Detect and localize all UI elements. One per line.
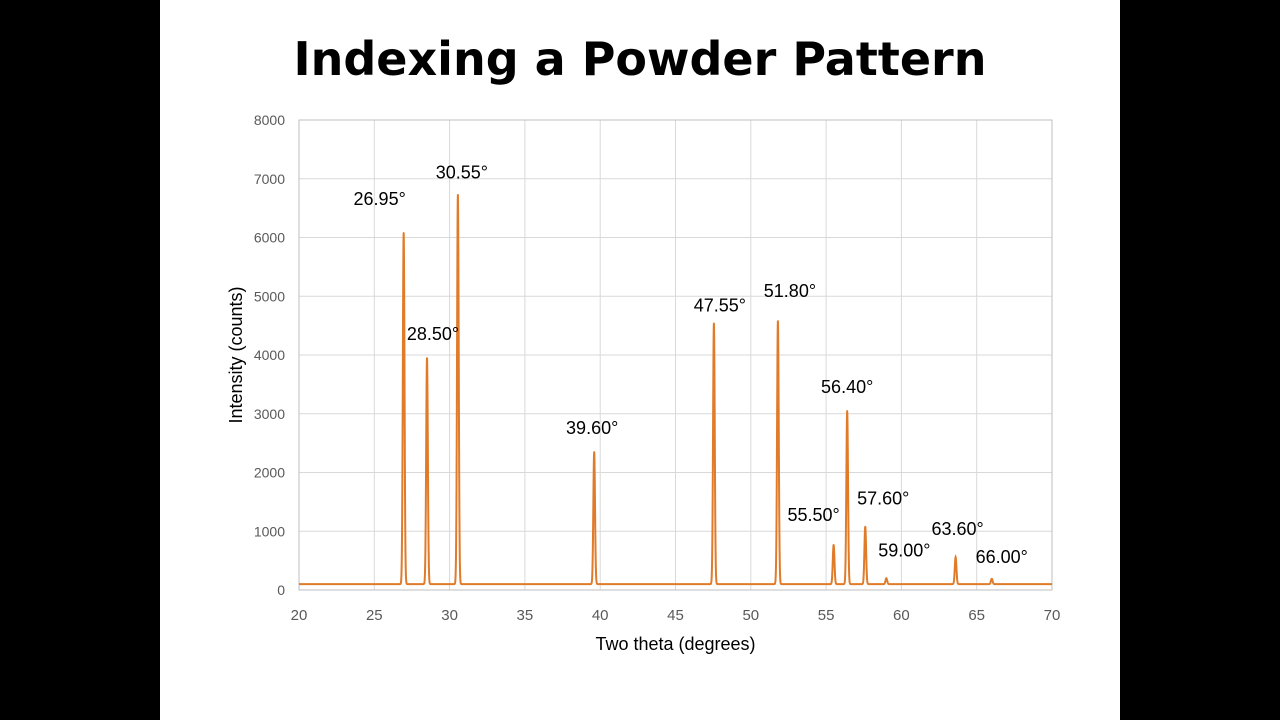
peak-label: 28.50° [407,324,459,344]
peak-point [954,556,957,558]
y-tick-label: 1000 [254,523,285,539]
peak-label: 57.60° [857,489,909,509]
peak-point [713,322,715,325]
peak-point [402,232,405,234]
peak-point [426,357,428,359]
slide-title: Indexing a Powder Pattern [293,32,987,86]
y-tick-label: 6000 [254,230,285,246]
peak-point [885,577,888,580]
peak-point [846,410,848,412]
x-tick-label: 60 [893,607,910,624]
peak-label: 51.80° [764,281,816,301]
x-tick-label: 55 [818,607,835,624]
peak-label: 47.55° [694,295,746,315]
peak-point [457,193,459,196]
plot-area-border [298,119,1053,591]
peak-point [990,578,993,580]
peak-point [864,525,867,528]
diffraction-pattern-line [299,194,1052,586]
x-tick-label: 65 [968,607,985,624]
x-tick-label: 40 [592,607,609,624]
y-tick-label: 3000 [254,406,285,422]
x-tick-label: 35 [517,607,534,624]
x-tick-label: 20 [291,607,308,624]
peak-point [832,543,835,546]
slide: Indexing a Powder Pattern 0 1000 2000 3000 4… [160,0,1120,720]
peak-label: 63.60° [931,519,983,539]
x-tick-label: 50 [742,607,759,624]
x-tick-label: 45 [667,607,684,624]
y-tick-label: 5000 [254,288,285,304]
peak-label: 59.00° [878,540,930,560]
peak-label: 30.55° [436,163,488,183]
powder-pattern-chart: 0 1000 2000 3000 4000 5000 6000 7000 8000 20 25 30 3… [226,112,1061,654]
peak-point [593,451,595,453]
y-tick-label: 4000 [254,347,285,363]
peak-label: 66.00° [976,547,1028,567]
y-tick-label: 0 [277,582,285,598]
y-tick-label: 8000 [254,112,285,128]
x-axis-title: Two theta (degrees) [595,634,755,654]
peak-label: 39.60° [566,418,618,438]
y-axis-title: Intensity (counts) [226,286,246,423]
x-tick-label: 70 [1044,607,1061,624]
peak-label: 56.40° [821,377,873,397]
peak-point [777,320,779,322]
y-tick-label: 7000 [254,171,285,187]
peak-label: 26.95° [354,189,406,209]
peak-label: 55.50° [788,505,840,525]
x-tick-label: 30 [441,607,458,624]
y-tick-label: 2000 [254,465,285,481]
x-tick-label: 25 [366,607,383,624]
